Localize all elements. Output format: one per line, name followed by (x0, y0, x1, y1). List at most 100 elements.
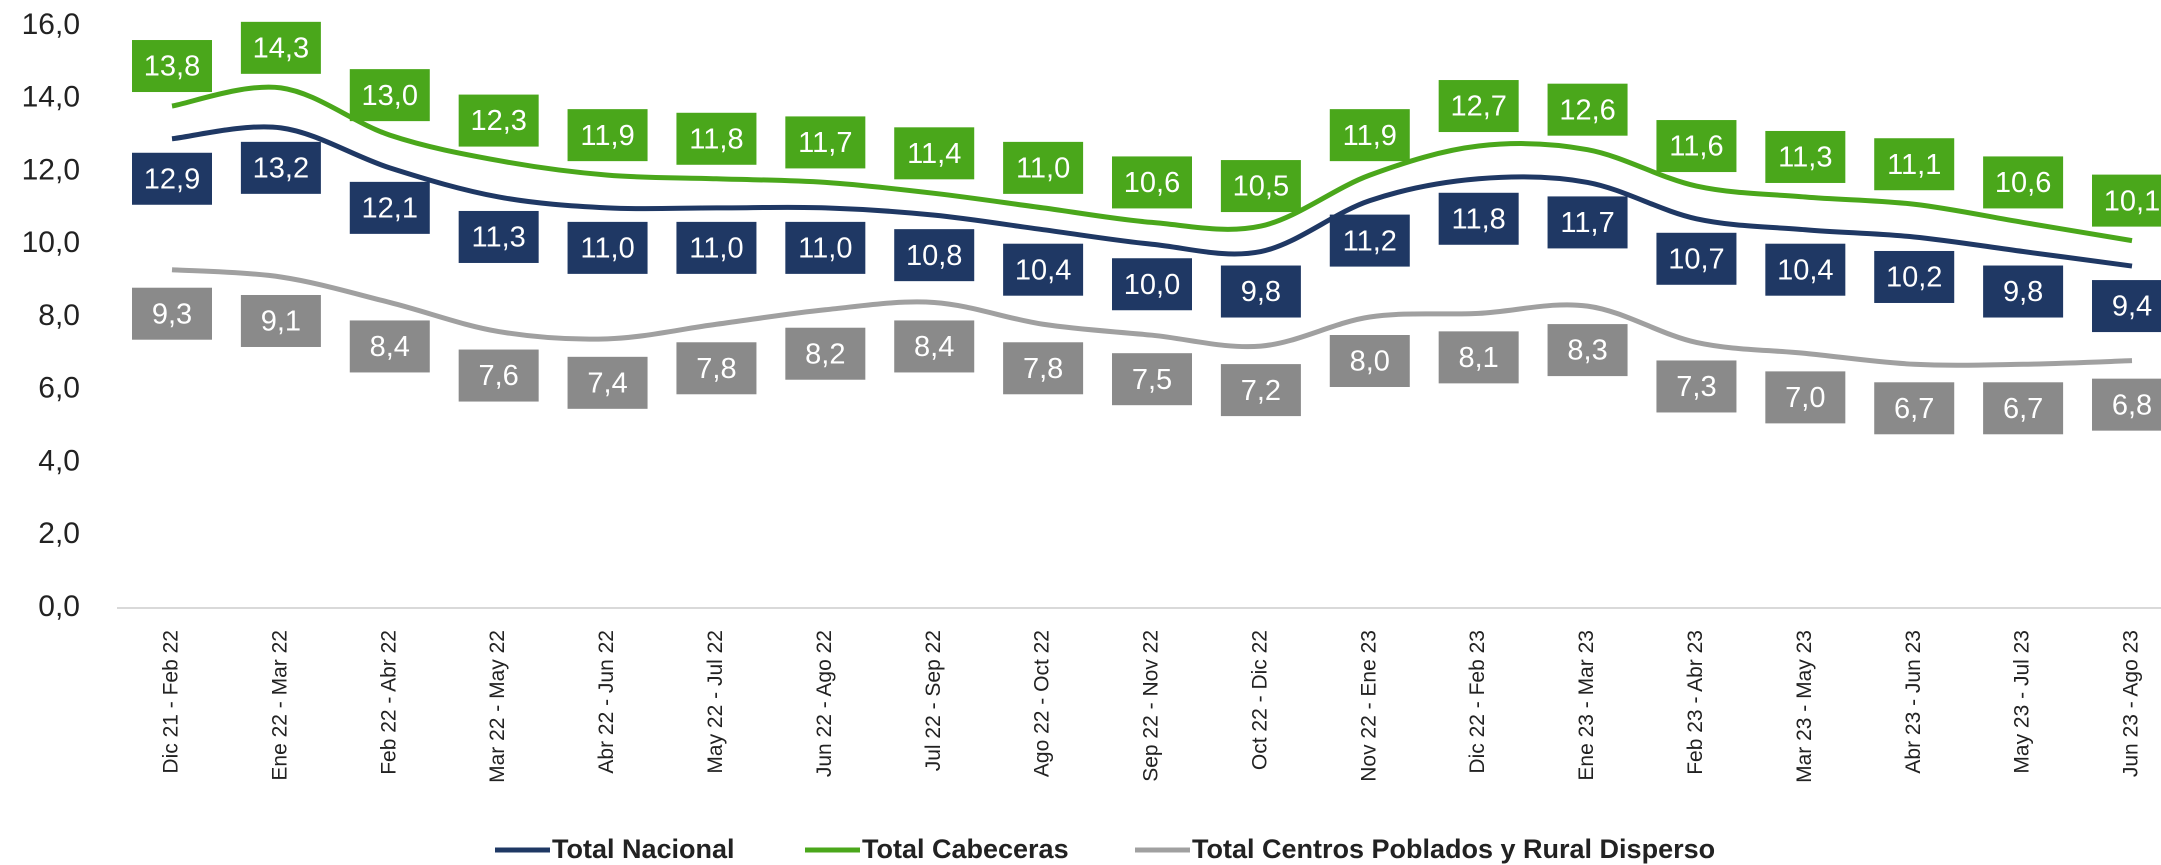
data-label-box (2092, 378, 2161, 431)
data-label: 11,0 (689, 233, 743, 265)
x-tick-label: Ago 22 - Oct 22 (1031, 630, 1054, 777)
data-label: 10,0 (1124, 269, 1180, 301)
data-label-box (1874, 382, 1955, 435)
data-label: 11,0 (580, 233, 634, 265)
data-label-box (1547, 196, 1628, 249)
data-label: 8,4 (370, 331, 410, 363)
data-label-box (785, 221, 866, 274)
data-label-box (1983, 156, 2064, 209)
y-tick-label: 10,0 (22, 226, 80, 259)
data-label: 10,1 (2104, 185, 2160, 217)
data-label: 13,0 (362, 80, 418, 112)
data-label: 6,8 (2112, 389, 2152, 421)
series-line (171, 84, 2133, 244)
y-tick-label: 0,0 (38, 590, 80, 623)
data-label: 7,6 (479, 360, 519, 392)
data-label: 10,8 (906, 240, 962, 272)
data-label-box (1220, 160, 1301, 213)
data-label-box (240, 294, 321, 347)
y-tick-label: 8,0 (38, 299, 80, 332)
data-label-box (1220, 364, 1301, 417)
data-label-box (1874, 250, 1955, 303)
data-label-box (1329, 214, 1410, 267)
x-tick-label: Abr 22 - Jun 22 (595, 630, 618, 774)
data-label-box (132, 152, 212, 205)
y-tick-label: 14,0 (22, 81, 80, 114)
data-label-box (1438, 331, 1519, 384)
x-tick-label: May 23 - Jul 23 (2011, 630, 2034, 774)
data-label: 7,5 (1132, 364, 1172, 396)
data-label: 12,3 (470, 105, 526, 137)
x-tick-label: Jul 22 - Sep 22 (922, 630, 945, 771)
data-label: 11,2 (1343, 225, 1397, 257)
legend-label: Total Cabeceras (862, 834, 1069, 864)
data-label-box (1983, 382, 2064, 435)
data-label: 8,1 (1459, 342, 1499, 374)
data-label: 7,8 (1023, 353, 1063, 385)
data-label: 7,3 (1676, 371, 1716, 403)
data-label: 7,2 (1241, 375, 1281, 407)
data-label-box (785, 327, 866, 380)
x-tick-label: Feb 23 - Abr 23 (1684, 630, 1707, 775)
data-label: 8,4 (914, 331, 954, 363)
series-line (171, 267, 2133, 368)
data-label: 11,3 (472, 222, 526, 254)
data-label-box (676, 112, 757, 165)
series-line (171, 124, 2133, 269)
data-label: 9,1 (261, 306, 301, 338)
data-label: 11,3 (1778, 142, 1832, 174)
x-tick-label: Ene 23 - Mar 23 (1575, 630, 1598, 781)
data-label-box (567, 356, 648, 409)
data-label-box (458, 210, 539, 263)
data-label-box (1438, 192, 1519, 245)
data-label-box (1112, 258, 1192, 311)
y-tick-label: 2,0 (38, 517, 80, 550)
data-label: 13,8 (144, 51, 200, 83)
legend-label: Total Nacional (552, 834, 735, 864)
data-label-box (1003, 243, 1084, 296)
data-label: 11,9 (580, 120, 634, 152)
data-label: 12,7 (1450, 91, 1506, 123)
data-label-box (894, 320, 975, 373)
data-label: 10,5 (1233, 171, 1289, 203)
data-label-box (894, 127, 975, 180)
data-label-box (1112, 156, 1192, 209)
data-label-box (1656, 232, 1737, 285)
y-tick-label: 4,0 (38, 444, 80, 477)
data-label-box (1112, 353, 1192, 406)
data-label: 11,7 (1560, 207, 1614, 239)
data-label: 6,7 (2003, 393, 2043, 425)
data-label-box (2092, 280, 2161, 333)
data-label: 11,4 (907, 138, 961, 170)
data-label: 10,7 (1668, 243, 1724, 275)
y-tick-label: 12,0 (22, 153, 80, 186)
data-label: 7,4 (587, 367, 627, 399)
data-label-box (1220, 265, 1301, 318)
data-label-box (1983, 265, 2064, 318)
data-label-box (676, 221, 757, 274)
data-label-box (132, 287, 212, 340)
x-tick-label: Feb 22 - Abr 22 (377, 630, 400, 775)
data-label-box (458, 349, 539, 402)
data-label: 9,8 (2003, 276, 2043, 308)
data-label-box (240, 21, 321, 74)
x-tick-label: Jun 22 - Ago 22 (813, 630, 836, 777)
y-tick-label: 6,0 (38, 372, 80, 405)
x-tick-label: Sep 22 - Nov 22 (1140, 630, 1163, 782)
data-label: 7,8 (696, 353, 736, 385)
x-tick-label: Jun 23 - Ago 23 (2120, 630, 2143, 777)
data-label-box (1765, 130, 1846, 183)
data-label-box (1547, 324, 1628, 377)
data-label: 11,9 (1343, 120, 1397, 152)
data-label-box (1656, 360, 1737, 413)
data-label: 8,3 (1567, 335, 1607, 367)
data-label-box (2092, 174, 2161, 227)
data-label: 12,1 (362, 193, 418, 225)
y-tick-label: 16,0 (22, 8, 80, 41)
data-label: 13,2 (253, 153, 309, 185)
data-label: 6,7 (1894, 393, 1934, 425)
data-label-box (132, 40, 212, 93)
data-label: 11,7 (798, 127, 852, 159)
data-label: 11,8 (1452, 203, 1506, 235)
